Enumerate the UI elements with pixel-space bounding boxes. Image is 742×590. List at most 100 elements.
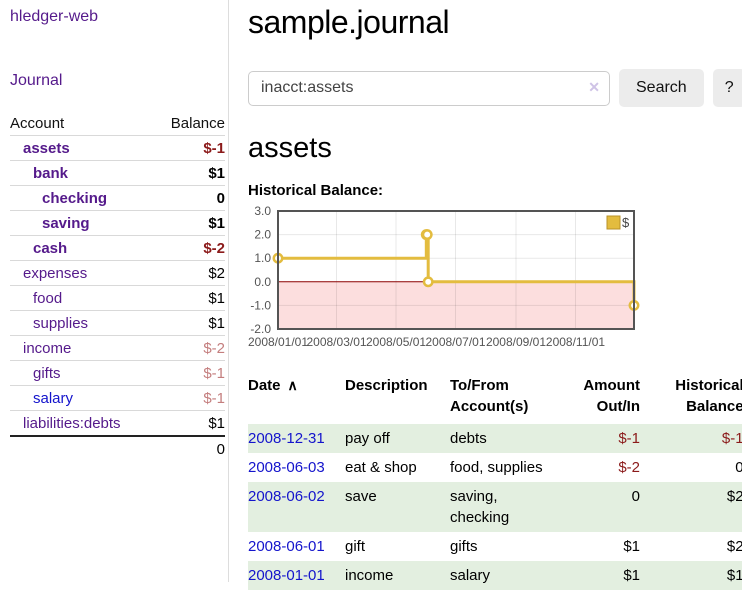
register-header-balance: Historical Balance bbox=[675, 377, 742, 415]
account-row: supplies $1 bbox=[10, 310, 225, 336]
transaction-date-link[interactable]: 2008-06-03 bbox=[248, 459, 325, 476]
svg-text:-2.0: -2.0 bbox=[250, 322, 271, 336]
transaction-amount: 0 bbox=[631, 488, 640, 505]
transaction-balance: $2 bbox=[726, 488, 742, 505]
register-row: 2008-12-31 pay off debts $-1 $-1 bbox=[248, 424, 742, 453]
account-link-checking[interactable]: checking bbox=[42, 190, 108, 207]
svg-text:3.0: 3.0 bbox=[254, 206, 271, 218]
register-header-row: Date ∧ Description To/From Account(s) Amo… bbox=[248, 371, 742, 424]
account-link-assets[interactable]: assets bbox=[23, 140, 70, 157]
transaction-amount: $-2 bbox=[618, 459, 640, 476]
transaction-amount: $1 bbox=[623, 538, 640, 555]
sidebar-item-journal[interactable]: Journal bbox=[10, 72, 63, 89]
svg-text:2008/05/01: 2008/05/01 bbox=[366, 335, 426, 349]
transaction-date-link[interactable]: 2008-01-01 bbox=[248, 567, 325, 584]
historical-balance-label: Historical Balance: bbox=[248, 182, 384, 199]
svg-text:2.0: 2.0 bbox=[254, 228, 271, 242]
accounts-total-row: 0 bbox=[10, 435, 225, 461]
register-row: 2008-06-03 eat & shop food, supplies $-2… bbox=[248, 453, 742, 482]
transaction-accounts: food, supplies bbox=[450, 459, 543, 476]
account-balance: $-2 bbox=[154, 235, 225, 261]
transaction-description: eat & shop bbox=[345, 459, 417, 476]
accounts-total-value: 0 bbox=[154, 435, 225, 461]
account-link-salary[interactable]: salary bbox=[33, 390, 74, 407]
transaction-accounts: saving, checking bbox=[450, 488, 510, 526]
register-header-accounts: To/From Account(s) bbox=[450, 377, 529, 415]
clear-search-icon[interactable]: ✕ bbox=[588, 78, 600, 95]
account-balance: $1 bbox=[154, 310, 225, 336]
main-content: sample.journal ✕ Search ? assets Histori… bbox=[229, 0, 742, 590]
search-input[interactable] bbox=[248, 70, 610, 106]
transaction-date-link[interactable]: 2008-06-01 bbox=[248, 538, 325, 555]
account-link-gifts[interactable]: gifts bbox=[33, 365, 61, 382]
account-link-cash[interactable]: cash bbox=[33, 240, 68, 257]
account-balance: $-1 bbox=[154, 385, 225, 411]
register-table: Date ∧ Description To/From Account(s) Amo… bbox=[248, 371, 742, 590]
account-link-expenses[interactable]: expenses bbox=[23, 265, 88, 282]
svg-text:2008/11/01: 2008/11/01 bbox=[546, 335, 605, 349]
account-row: liabilities:debts $1 bbox=[10, 410, 225, 437]
account-link-bank[interactable]: bank bbox=[33, 165, 69, 182]
account-link-income[interactable]: income bbox=[23, 340, 72, 357]
account-balance: $1 bbox=[154, 410, 225, 437]
transaction-date-link[interactable]: 2008-12-31 bbox=[248, 430, 325, 447]
account-link-saving[interactable]: saving bbox=[42, 215, 90, 232]
account-row: gifts $-1 bbox=[10, 360, 225, 386]
app-title-link[interactable]: hledger-web bbox=[10, 8, 99, 25]
register-header-amount: Amount Out/In bbox=[583, 377, 640, 415]
svg-text:1.0: 1.0 bbox=[254, 251, 271, 265]
transaction-accounts: debts bbox=[450, 430, 487, 447]
account-balance: $1 bbox=[154, 210, 225, 236]
account-balance: $-1 bbox=[154, 360, 225, 386]
page-title: sample.journal bbox=[248, 4, 450, 40]
svg-text:$: $ bbox=[622, 215, 630, 230]
help-button[interactable]: ? bbox=[712, 69, 742, 107]
account-link-liabilities-debts[interactable]: liabilities:debts bbox=[23, 415, 121, 432]
account-row: expenses $2 bbox=[10, 260, 225, 286]
account-row: food $1 bbox=[10, 285, 225, 311]
transaction-balance: $2 bbox=[726, 538, 742, 555]
transaction-description: save bbox=[345, 488, 377, 505]
account-row: income $-2 bbox=[10, 335, 225, 361]
search-button[interactable]: Search bbox=[619, 69, 704, 107]
svg-text:2008/07/01: 2008/07/01 bbox=[425, 335, 485, 349]
transaction-amount: $-1 bbox=[618, 430, 640, 447]
register-row: 2008-01-01 income salary $1 $1 bbox=[248, 561, 742, 590]
account-balance: $-2 bbox=[154, 335, 225, 361]
account-balance: $1 bbox=[154, 285, 225, 311]
register-row: 2008-06-01 gift gifts $1 $2 bbox=[248, 532, 742, 561]
historical-balance-chart: 3.0 2.0 1.0 0.0 -1.0 -2.02008/01/012008/03/01… bbox=[248, 206, 640, 349]
register-header-description: Description bbox=[345, 377, 428, 394]
account-balance: $-1 bbox=[154, 135, 225, 161]
account-balance: $2 bbox=[154, 260, 225, 286]
account-link-supplies[interactable]: supplies bbox=[33, 315, 89, 332]
transaction-accounts: gifts bbox=[450, 538, 478, 555]
account-link-food[interactable]: food bbox=[33, 290, 63, 307]
transaction-description: income bbox=[345, 567, 394, 584]
transaction-balance: 0 bbox=[735, 459, 742, 476]
transaction-description: gift bbox=[345, 538, 366, 555]
accounts-header-row: Account Balance bbox=[10, 111, 225, 136]
accounts-table: Account Balance assets $-1 bank $1 check… bbox=[10, 111, 225, 461]
account-row: saving $1 bbox=[10, 210, 225, 236]
svg-text:0.0: 0.0 bbox=[254, 275, 271, 289]
account-row: salary $-1 bbox=[10, 385, 225, 411]
transaction-description: pay off bbox=[345, 430, 390, 447]
account-row: checking 0 bbox=[10, 185, 225, 211]
account-balance: $1 bbox=[154, 160, 225, 186]
transaction-accounts: salary bbox=[450, 567, 491, 584]
account-row: cash $-2 bbox=[10, 235, 225, 261]
svg-text:-1.0: -1.0 bbox=[250, 298, 271, 312]
account-heading: assets bbox=[248, 132, 332, 164]
transaction-date-link[interactable]: 2008-06-02 bbox=[248, 488, 325, 505]
transaction-balance: $1 bbox=[726, 567, 742, 584]
sort-ascending-icon: ∧ bbox=[287, 377, 298, 393]
search-form: ✕ Search ? bbox=[248, 69, 742, 107]
register-header-date[interactable]: Date ∧ bbox=[248, 377, 298, 394]
svg-text:2008/01/01: 2008/01/01 bbox=[248, 335, 308, 349]
account-balance: 0 bbox=[154, 185, 225, 211]
register-row: 2008-06-02 save saving, checking 0 $2 bbox=[248, 482, 742, 532]
sidebar: hledger-web Journal Account Balance asse… bbox=[0, 0, 229, 582]
transaction-balance: $-1 bbox=[721, 430, 742, 447]
transaction-amount: $1 bbox=[623, 567, 640, 584]
